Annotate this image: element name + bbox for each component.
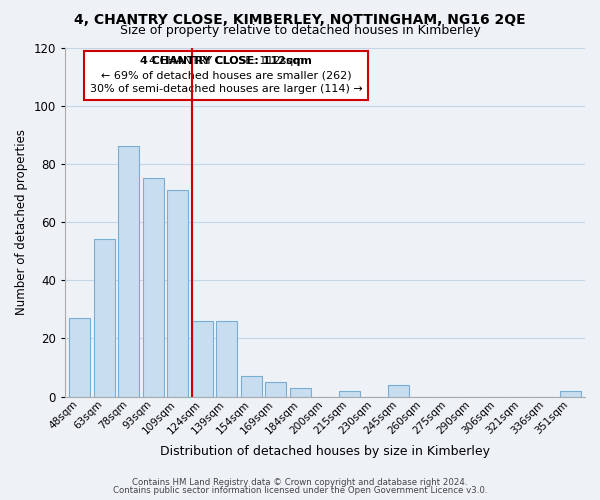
Text: Contains public sector information licensed under the Open Government Licence v3: Contains public sector information licen…: [113, 486, 487, 495]
Bar: [143, 178, 164, 396]
Bar: [118, 146, 139, 396]
Text: 4, CHANTRY CLOSE, KIMBERLEY, NOTTINGHAM, NG16 2QE: 4, CHANTRY CLOSE, KIMBERLEY, NOTTINGHAM,…: [74, 12, 526, 26]
X-axis label: Distribution of detached houses by size in Kimberley: Distribution of detached houses by size …: [160, 444, 490, 458]
Y-axis label: Number of detached properties: Number of detached properties: [15, 129, 28, 315]
Bar: [217, 321, 237, 396]
Text: Contains HM Land Registry data © Crown copyright and database right 2024.: Contains HM Land Registry data © Crown c…: [132, 478, 468, 487]
Bar: [192, 321, 213, 396]
Bar: [69, 318, 90, 396]
Bar: [290, 388, 311, 396]
Bar: [94, 240, 115, 396]
Bar: [265, 382, 286, 396]
Bar: [560, 390, 581, 396]
Bar: [241, 376, 262, 396]
Text: 4 CHANTRY CLOSE: 112sqm
← 69% of detached houses are smaller (262)
30% of semi-d: 4 CHANTRY CLOSE: 112sqm ← 69% of detache…: [90, 56, 362, 94]
Bar: [388, 385, 409, 396]
Text: 4 CHANTRY CLOSE: 112sqm: 4 CHANTRY CLOSE: 112sqm: [140, 56, 312, 66]
Bar: [339, 390, 360, 396]
Bar: [167, 190, 188, 396]
Text: Size of property relative to detached houses in Kimberley: Size of property relative to detached ho…: [119, 24, 481, 37]
